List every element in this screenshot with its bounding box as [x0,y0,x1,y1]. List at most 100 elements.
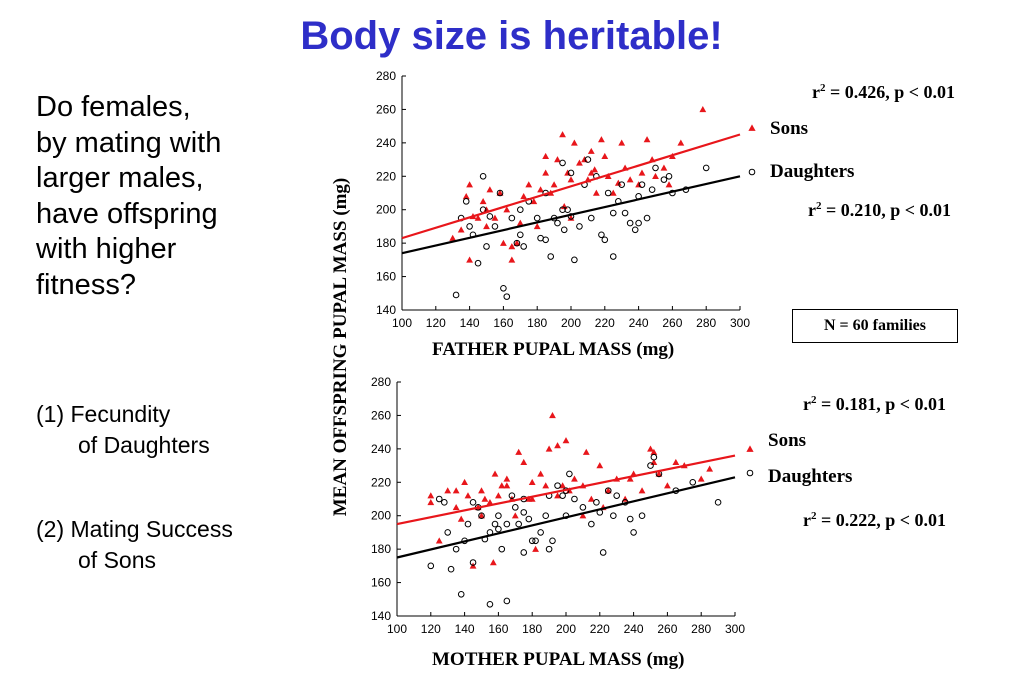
daughters-point [478,512,485,520]
y-tick-label: 260 [376,102,396,116]
daughters-point [609,253,617,260]
sons-point [587,147,595,154]
sons-point [457,226,465,233]
sons-point [655,470,663,477]
sons-point [481,495,489,502]
daughters-point [537,529,544,536]
x-tick-label: 100 [387,622,407,636]
x-tick-label: 300 [730,316,750,330]
x-tick-label: 140 [455,622,475,636]
y-tick-label: 200 [371,509,391,523]
sons-point [562,437,570,444]
sons-point [435,537,443,544]
daughters-point [559,492,566,499]
daughters-point [503,520,511,528]
daughters-point [618,181,626,188]
sons-point [537,470,545,477]
daughters-point [559,206,566,214]
question-text: Do females, by mating with larger males,… [36,90,221,303]
daughters-point [631,226,639,234]
sons-point [474,214,482,221]
sons-point [550,181,558,188]
x-tick-label: 240 [629,316,649,330]
daughters-point [532,537,539,545]
x-tick-label: 120 [421,622,441,636]
sons-point [457,515,465,522]
x-tick-label: 200 [556,622,576,636]
y-tick-label: 240 [371,442,391,456]
daughters-point [587,214,595,222]
question-line: fitness? [36,268,136,301]
x-tick-label: 160 [488,622,508,636]
sons-stat-top: r2 = 0.426, p < 0.01 [812,82,956,102]
sons-fit-line [401,133,741,240]
daughters-point [520,243,527,250]
sons-point [452,487,460,494]
x-tick-label: 140 [460,316,480,330]
y-tick-label: 180 [371,542,391,556]
daughters-point [517,231,524,239]
legend-sons-bottom: Sons [768,430,807,451]
sons-point [491,214,499,221]
daughters-point [635,219,642,227]
sons-point [598,136,605,143]
sons-point [664,482,671,489]
sons-point [660,164,668,171]
sons-point [604,487,612,494]
daughters-fit-line [401,175,741,255]
daughters-point [474,259,482,267]
sons-point [650,448,658,455]
y-tick-label: 280 [376,69,396,83]
daughters-point [491,520,499,528]
sons-point [479,197,487,205]
sons-point [500,239,507,246]
y-tick-label: 240 [376,136,396,150]
daughters-point [630,529,637,536]
daughters-point [702,164,710,172]
sons-point [576,159,583,166]
sample-size-note: N = 60 families [792,309,958,343]
daughters-point [444,529,452,536]
sons-point [513,239,521,246]
daughters-point [647,462,654,469]
sons-point [635,181,642,188]
legend-daughters-marker [746,469,754,477]
y-tick-label: 220 [376,169,396,183]
sons-point [545,445,553,452]
sons-point [626,176,634,183]
daughters-point [525,515,533,523]
daughters-point [660,176,668,183]
daughters-point [593,499,600,506]
sons-point [503,482,511,489]
legend-sons-marker [746,445,754,452]
daughters-point [435,495,443,503]
daughters-point [503,597,511,605]
x-tick-label: 100 [392,316,412,330]
daughters-point [483,243,490,250]
point-line: (1) Fecundity [36,401,171,427]
daughters-point [599,549,607,556]
point-fecundity: (1) Fecundity of Daughters [36,399,210,461]
daughters-point [564,206,571,214]
daughters-point [512,504,519,511]
daughters-point [469,499,477,506]
sons-fit-line [396,454,736,526]
daughters-point [517,206,524,214]
point-line: of Sons [78,547,156,573]
sons-point [559,482,567,489]
sons-point [462,192,470,200]
sons-point [486,186,494,193]
daughters-point [652,164,659,172]
legend-daughters-marker [748,168,756,176]
sons-point [427,492,435,499]
sons-point [614,179,622,186]
sons-point [478,487,485,494]
daughters-point [549,537,556,545]
sons-point [466,181,473,188]
legend-sons-marker [748,124,756,131]
sons-point [503,206,511,213]
daughters-point [554,482,561,489]
x-tick-label: 180 [522,622,542,636]
daughters-point [528,537,536,545]
